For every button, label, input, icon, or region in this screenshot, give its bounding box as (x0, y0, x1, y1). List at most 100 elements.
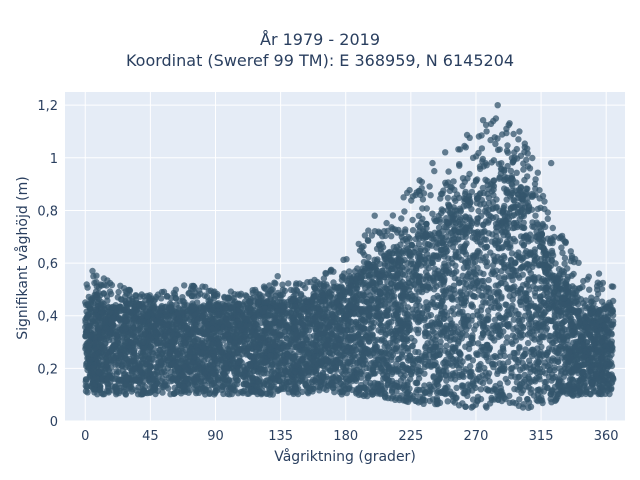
scatter-point (506, 292, 513, 300)
scatter-point (422, 323, 430, 330)
scatter-point (428, 299, 436, 306)
scatter-point (531, 273, 538, 281)
scatter-point (474, 277, 482, 285)
scatter-point (488, 396, 496, 403)
scatter-point (414, 330, 422, 337)
scatter-point (495, 274, 503, 281)
scatter-point (400, 374, 407, 381)
scatter-point (422, 268, 430, 276)
scatter-point (427, 311, 435, 319)
scatter-point (547, 391, 555, 398)
scatter-point (524, 339, 532, 347)
scatter-point (551, 298, 558, 306)
scatter-point (492, 220, 500, 227)
scatter-point (165, 385, 172, 392)
scatter-point (432, 303, 439, 311)
scatter-point (394, 366, 401, 373)
scatter-point (347, 358, 354, 365)
scatter-point (504, 379, 511, 386)
scatter-point (481, 236, 488, 243)
scatter-point (434, 292, 441, 300)
scatter-point (452, 248, 459, 255)
scatter-point (503, 196, 510, 203)
scatter-point (510, 325, 517, 333)
scatter-point (483, 263, 491, 270)
scatter-point (403, 313, 410, 320)
scatter-point (519, 359, 526, 367)
scatter-point (516, 329, 523, 336)
scatter-point (477, 269, 484, 276)
scatter-point (283, 343, 291, 350)
scatter-point (118, 363, 126, 370)
scatter-point (116, 316, 123, 323)
scatter-point (467, 362, 474, 370)
scatter-point (388, 370, 396, 378)
scatter-point (113, 370, 120, 377)
scatter-point (474, 247, 482, 255)
scatter-point (471, 270, 478, 277)
scatter-point (522, 346, 529, 353)
scatter-point (442, 372, 450, 379)
scatter-point (546, 336, 553, 344)
scatter-point (444, 398, 451, 405)
scatter-point (447, 321, 455, 328)
scatter-point (490, 363, 497, 371)
scatter-points (82, 102, 617, 411)
scatter-point (503, 301, 510, 308)
scatter-point (421, 330, 429, 337)
scatter-point (512, 238, 519, 245)
scatter-point (485, 276, 492, 284)
scatter-point (548, 257, 555, 264)
scatter-point (468, 205, 475, 213)
scatter-point (362, 379, 369, 386)
scatter-point (500, 232, 507, 239)
scatter-point (177, 343, 184, 350)
scatter-point (489, 354, 497, 361)
chart-title-line-1: År 1979 - 2019 (260, 30, 380, 49)
scatter-point (457, 288, 464, 295)
scatter-point (280, 370, 288, 378)
scatter-point (437, 338, 444, 345)
scatter-point (474, 238, 481, 245)
scatter-point (378, 322, 385, 329)
scatter-point (436, 375, 444, 382)
scatter-point (362, 279, 369, 286)
scatter-point (509, 364, 516, 372)
scatter-point (430, 373, 437, 380)
scatter-point (448, 285, 455, 293)
scatter-point (500, 261, 507, 268)
scatter-point (475, 207, 482, 215)
scatter-point (473, 351, 480, 358)
scatter-point (443, 342, 450, 349)
scatter-point (403, 265, 411, 273)
scatter-point (474, 218, 481, 226)
chart-title-line-2: Koordinat (Sweref 99 TM): E 368959, N 61… (125, 51, 515, 70)
scatter-point (426, 381, 433, 388)
scatter-point (504, 334, 511, 341)
scatter-point (167, 374, 175, 381)
scatter-point (506, 392, 513, 400)
scatter-point (501, 185, 508, 192)
scatter-point (434, 314, 441, 321)
scatter-point (435, 367, 442, 374)
scatter-point (331, 388, 338, 396)
scatter-point (490, 288, 498, 296)
scatter-point (526, 325, 534, 332)
scatter-point (519, 271, 526, 278)
scatter-point (536, 338, 543, 346)
scatter-point (469, 396, 477, 403)
scatter-point (524, 331, 532, 338)
scatter-point (443, 377, 450, 384)
scatter-point (562, 360, 570, 368)
scatter-point (453, 384, 460, 392)
scatter-point (492, 214, 500, 221)
scatter-point (451, 311, 458, 318)
scatter-point (556, 350, 563, 357)
scatter-point (477, 386, 485, 393)
scatter-point (463, 326, 470, 333)
scatter-point (452, 262, 459, 269)
scatter-point (472, 401, 479, 408)
scatter-point (382, 390, 389, 398)
